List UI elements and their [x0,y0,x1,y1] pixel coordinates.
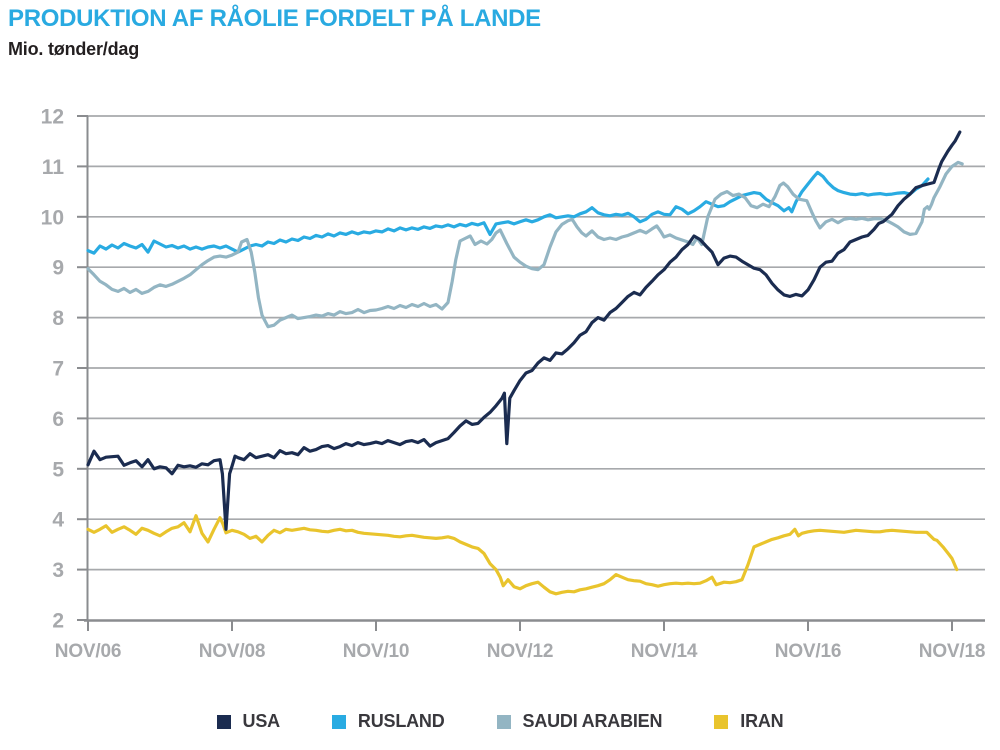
legend-swatch-icon [714,714,729,729]
chart-legend: USA RUSLAND SAUDI ARABIEN IRAN [0,711,1000,732]
y-axis-label-2: 2 [52,610,64,633]
y-axis-label-3: 3 [52,559,64,582]
y-axis-label-9: 9 [52,257,64,280]
series-line-saudi-arabien [86,160,964,329]
page-title: PRODUKTION AF RÅOLIE FORDELT PÅ LANDE [8,5,541,32]
legend-label: SAUDI ARABIEN [522,711,663,731]
legend-label: RUSLAND [357,711,445,731]
line-chart: 2 3 4 5 6 7 8 9 10 11 12 NOV/06 NOV/08 NOV/10 NOV/12 NO… [41,106,986,663]
y-axis-label-11: 11 [42,156,65,179]
legend-item-iran: IRAN [714,711,784,732]
legend-swatch-icon [216,714,231,729]
y-axis-label-12: 12 [41,106,64,129]
y-axis-label-10: 10 [41,206,64,229]
x-axis-label-NOV/16: NOV/16 [775,641,841,662]
series-line-iran [86,514,959,596]
x-axis-label-NOV/08: NOV/08 [199,641,265,662]
x-axis-label-NOV/18: NOV/18 [919,641,985,662]
x-axis-label-NOV/14: NOV/14 [631,641,698,662]
x-axis-label-NOV/10: NOV/10 [343,641,409,662]
chart-header: PRODUKTION AF RÅOLIE FORDELT PÅ LANDE Mi… [8,5,998,60]
series-line-usa [86,130,962,531]
x-axis-label-NOV/06: NOV/06 [55,641,121,662]
legend-swatch-icon [496,714,511,729]
chart-unit-label: Mio. tønder/dag [8,39,139,60]
legend-item-saudi-arabien: SAUDI ARABIEN [496,711,663,732]
legend-label: USA [242,711,281,731]
legend-label: IRAN [740,711,784,731]
series-line-rusland [86,170,930,255]
legend-item-rusland: RUSLAND [331,711,445,732]
y-axis-label-4: 4 [52,509,64,532]
legend-item-usa: USA [216,711,281,732]
legend-swatch-icon [331,714,346,729]
y-axis-label-7: 7 [52,358,64,381]
y-axis-label-5: 5 [52,458,64,481]
x-axis-label-NOV/12: NOV/12 [487,641,553,662]
y-axis-label-6: 6 [52,408,64,431]
y-axis-label-8: 8 [52,307,64,330]
